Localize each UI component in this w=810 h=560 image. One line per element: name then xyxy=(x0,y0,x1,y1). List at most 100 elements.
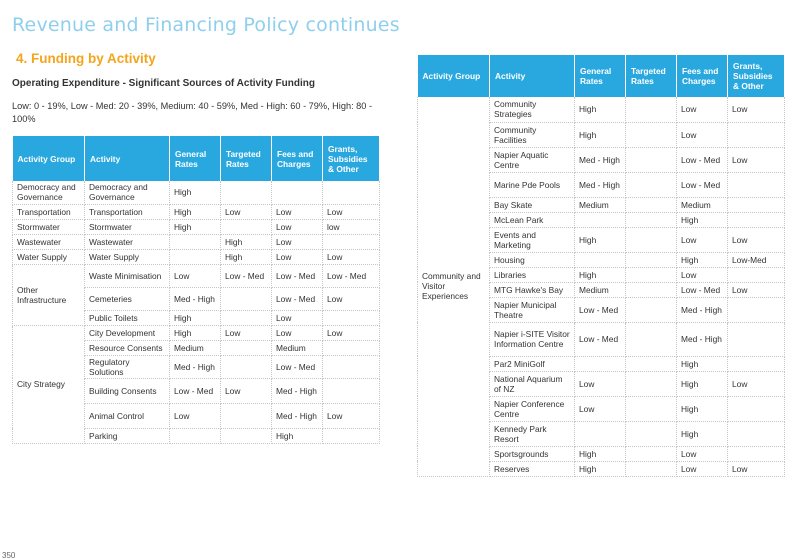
fees-charges-cell: Low xyxy=(676,446,728,462)
table-row: Events and Marketing High Low Low xyxy=(418,227,785,253)
general-rates-cell: Low - Med xyxy=(574,322,626,357)
targeted-rates-cell xyxy=(220,219,272,235)
fees-charges-cell: Low - Med xyxy=(271,264,323,288)
fees-charges-cell: High xyxy=(676,371,728,397)
page-number: 350 xyxy=(2,551,16,560)
table-row: Bay Skate Medium Medium xyxy=(418,197,785,213)
grants-cell xyxy=(322,355,380,379)
table-row: Resource Consents Medium Medium xyxy=(13,340,380,356)
targeted-rates-cell: Low xyxy=(220,204,272,220)
activity-cell: Stormwater xyxy=(84,219,170,235)
grants-cell: Low xyxy=(727,97,785,123)
grants-cell xyxy=(727,446,785,462)
grants-cell xyxy=(322,340,380,356)
fees-charges-cell: Low xyxy=(676,227,728,253)
general-rates-cell: High xyxy=(169,204,221,220)
table-row: Transportation Transportation High Low Low Lo… xyxy=(12,204,380,220)
table-row: Stormwater Stormwater High Low low xyxy=(12,219,380,235)
grants-cell xyxy=(322,378,380,404)
general-rates-cell: Low - Med xyxy=(574,297,626,323)
fees-charges-cell: High xyxy=(271,428,323,444)
activity-cell: Marine Pde Pools xyxy=(489,172,575,198)
grants-cell xyxy=(322,428,380,444)
activity-group-cell: Transportation xyxy=(12,204,85,220)
targeted-rates-cell xyxy=(625,461,677,477)
general-rates-cell: Medium xyxy=(574,282,626,298)
activity-group-cell: Stormwater xyxy=(12,219,85,235)
general-rates-cell: High xyxy=(574,227,626,253)
grants-cell: Low-Med xyxy=(727,252,785,268)
table-header-row: Activity Group Activity General Rates Ta… xyxy=(12,136,380,181)
table-row: Building Consents Low - Med Low Med - High xyxy=(13,378,380,404)
targeted-rates-cell xyxy=(220,310,272,326)
activity-cell: Transportation xyxy=(84,204,170,220)
targeted-rates-cell xyxy=(220,428,272,444)
activity-cell: Waste Minimisation xyxy=(84,264,170,288)
grants-cell: Low xyxy=(727,282,785,298)
grants-cell: Low xyxy=(727,461,785,477)
general-rates-cell: Med - High xyxy=(169,355,221,379)
column-header-fees-and-charges: Fees and Charges xyxy=(676,55,728,97)
targeted-rates-cell xyxy=(625,212,677,228)
general-rates-cell: High xyxy=(169,310,221,326)
table-row: Community Facilities High Low xyxy=(418,122,785,148)
grants-cell xyxy=(727,197,785,213)
column-header-activity: Activity xyxy=(84,136,170,181)
targeted-rates-cell xyxy=(625,122,677,148)
activity-cell: Reserves xyxy=(489,461,575,477)
activity-cell: Water Supply xyxy=(84,249,170,265)
fees-charges-cell: Low - Med xyxy=(271,287,323,311)
grants-cell: Low xyxy=(727,371,785,397)
activity-group-cell: Wastewater xyxy=(12,234,85,250)
targeted-rates-cell xyxy=(625,446,677,462)
grants-cell xyxy=(322,181,380,205)
fees-charges-cell: Med - High xyxy=(676,297,728,323)
general-rates-cell: Med - High xyxy=(574,147,626,173)
table-row: McLean Park High xyxy=(418,212,785,228)
table-row: Napier Aquatic Centre Med - High Low - Med… xyxy=(418,147,785,173)
activity-cell: McLean Park xyxy=(489,212,575,228)
general-rates-cell: High xyxy=(169,181,221,205)
table-row: Housing High Low-Med xyxy=(418,252,785,268)
grants-cell: Low xyxy=(727,147,785,173)
fees-charges-cell: Low xyxy=(676,97,728,123)
grants-cell xyxy=(727,297,785,323)
targeted-rates-cell: High xyxy=(220,234,272,250)
table-row: MTG Hawke's Bay Medium Low - Med Low xyxy=(418,282,785,298)
fees-charges-cell: High xyxy=(676,212,728,228)
column-header-grants-subsidies: Grants, Subsidies & Other xyxy=(322,136,380,181)
column-header-targeted-rates: Targeted Rates xyxy=(220,136,272,181)
activity-cell: Par2 MiniGolf xyxy=(489,356,575,372)
targeted-rates-cell: Low xyxy=(220,378,272,404)
fees-charges-cell: Low xyxy=(271,219,323,235)
activity-group-cell: Other Infrastructure xyxy=(12,264,85,326)
targeted-rates-cell xyxy=(625,267,677,283)
general-rates-cell xyxy=(169,428,221,444)
fees-charges-cell: High xyxy=(676,356,728,372)
column-header-general-rates: General Rates xyxy=(574,55,626,97)
activity-cell: City Development xyxy=(84,325,170,341)
grants-cell xyxy=(322,234,380,250)
grants-cell: Low xyxy=(322,204,380,220)
table-row: Parking High xyxy=(13,428,380,444)
table-row: Napier Municipal Theatre Low - Med Med - H… xyxy=(418,297,785,323)
grants-cell xyxy=(727,172,785,198)
table-row: Other Infrastructure Waste Minimisation Lo… xyxy=(12,264,380,326)
targeted-rates-cell xyxy=(220,181,272,205)
general-rates-cell xyxy=(574,252,626,268)
activity-cell: Napier Conference Centre xyxy=(489,396,575,422)
targeted-rates-cell: Low xyxy=(220,325,272,341)
fees-charges-cell: Low xyxy=(271,204,323,220)
targeted-rates-cell xyxy=(220,403,272,429)
activity-cell: Napier Municipal Theatre xyxy=(489,297,575,323)
targeted-rates-cell xyxy=(625,282,677,298)
table-row: Napier i-SITE Visitor Information Centre… xyxy=(418,322,785,357)
activity-cell: Housing xyxy=(489,252,575,268)
targeted-rates-cell xyxy=(625,421,677,447)
table-row: Par2 MiniGolf High xyxy=(418,356,785,372)
general-rates-cell: High xyxy=(574,122,626,148)
activity-cell: Cemeteries xyxy=(84,287,170,311)
general-rates-cell: High xyxy=(574,461,626,477)
fees-charges-cell: Medium xyxy=(676,197,728,213)
column-header-activity-group: Activity Group xyxy=(417,55,490,97)
